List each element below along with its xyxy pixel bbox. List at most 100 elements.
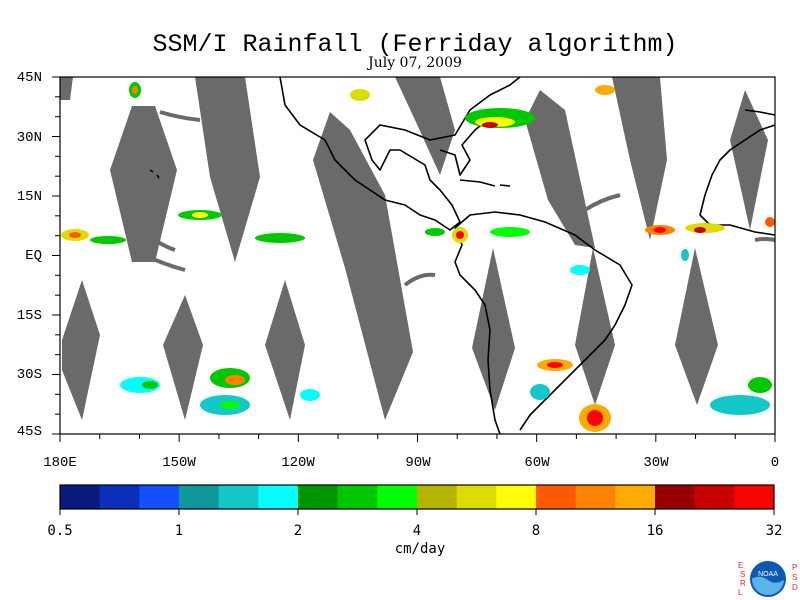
swath-arc [130,246,186,272]
lat-label-15n: 15N [16,189,42,205]
logo-letter: D [792,583,798,592]
rain-cell [220,401,240,409]
swath-gap [163,295,203,420]
caribbean-islands [459,179,511,187]
swath-arc [159,110,201,122]
rain-cell [90,236,126,244]
rain-cell [530,384,550,400]
lon-label-120w: 120W [281,455,315,471]
colorbar-cell [179,485,220,509]
rain-cell [765,217,775,227]
lat-label-30s: 30S [16,367,42,383]
swath-arc [403,272,436,287]
swath-arc [138,228,176,252]
colorbar-cell [615,485,656,509]
swath-gap [60,77,73,100]
lon-label-90w: 90W [405,455,431,471]
swath-gap [265,280,305,420]
rain-cell [490,227,530,237]
colorbar-cell [377,485,418,509]
rain-cell [192,212,208,218]
swath-gap [575,248,615,405]
rain-cell [694,227,706,233]
colorbar-label-2: 2 [293,523,303,539]
colorbar-cell [734,485,775,509]
north-america-coast [279,76,521,231]
lat-label-45s: 45S [16,424,42,440]
lat-label-eq: EQ [25,248,42,264]
rain-cell [69,232,81,238]
logo-letter: S [740,570,745,579]
africa-europe-coast [699,124,776,236]
logo-letter: S [792,573,797,582]
colorbar-cell [575,485,616,509]
swath-gap [62,280,100,420]
rain-cell [710,395,770,415]
logo-letter: E [738,561,743,570]
lon-label-0: 0 [770,455,780,471]
rain-cell [482,122,498,128]
map-date: July 07, 2009 [368,55,462,71]
rain-cell [595,85,615,95]
swath-gap [195,77,260,262]
rain-cell [547,362,563,368]
swath-gap [612,77,667,240]
colorbar-label-4: 4 [412,523,422,539]
swath-gap [110,106,177,262]
rain-cell [654,227,666,233]
colorbar-cell [655,485,696,509]
colorbar-cell [99,485,140,509]
lat-label-30n: 30N [16,130,42,146]
colorbar-cell [496,485,537,509]
rain-cell [225,375,245,385]
colorbar-cell [456,485,497,509]
rain-cell [300,389,320,401]
logo-letter: P [792,563,797,572]
rain-cell [748,377,772,393]
lat-label-45n: 45N [16,70,42,86]
lon-label-180e: 180E [43,455,77,471]
colorbar-label-8: 8 [531,523,541,539]
swath-gap [525,90,595,248]
colorbar-cell [258,485,299,509]
swath-gap [472,248,515,410]
colorbar-label-16: 16 [646,523,664,539]
axis-ticks [52,76,776,442]
hawaii-islands [149,169,160,179]
lon-label-60w: 60W [524,455,550,471]
lon-label-30w: 30W [643,455,669,471]
rain-cell [142,381,158,389]
rain-cell [132,86,138,94]
colorbar-cell [417,485,458,509]
europe-coast [744,109,776,116]
swath-arc [754,237,776,242]
colorbar-cell [694,485,735,509]
rain-cell [255,233,305,243]
swath-edge-arcs [130,110,776,287]
coastlines [149,76,776,435]
colorbar-label-0.5: 0.5 [47,523,73,539]
swath-gap [313,112,413,420]
colorbar-cell [298,485,339,509]
lon-label-150w: 150W [162,455,196,471]
emblem-text: NOAA [758,571,778,578]
colorbar-units: cm/day [394,541,446,557]
noaa-esrl-psd-logo: E S R L P S D NOAA [738,561,798,597]
colorbar-cell [337,485,378,509]
colorbar-cell [218,485,259,509]
gulf-florida-coast [439,117,491,176]
rain-patches [61,82,775,432]
rain-cell [350,89,370,101]
map-title: SSM/I Rainfall (Ferriday algorithm) [152,30,678,59]
colorbar-label-1: 1 [174,523,184,539]
rain-cell [456,231,464,239]
colorbar-label-32: 32 [765,523,783,539]
colorbar-cell [139,485,180,509]
swath-arc [583,193,621,212]
rain-cell [681,249,689,261]
swath-gap [730,90,768,230]
colorbar-cell [536,485,577,509]
colorbar-cell [60,485,101,509]
